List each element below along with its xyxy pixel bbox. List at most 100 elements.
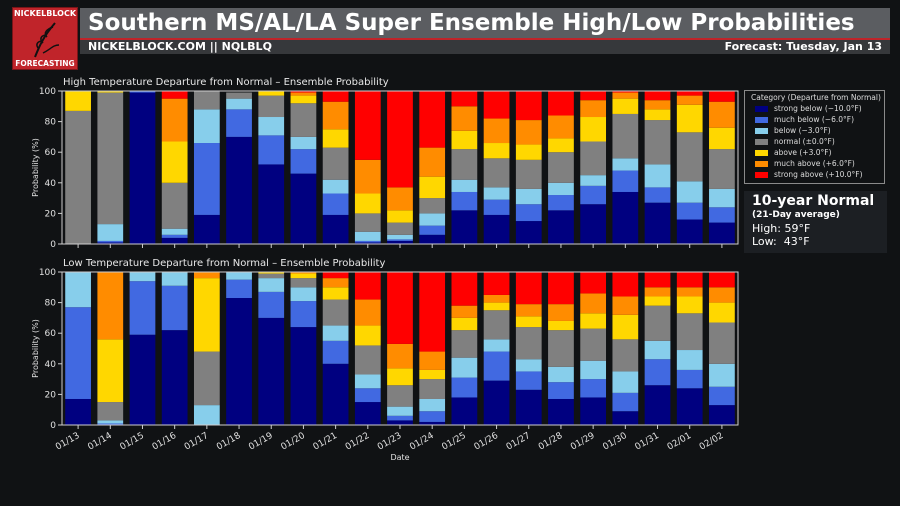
logo-top-text: NICKELBLOCK xyxy=(13,9,77,18)
bar-segment xyxy=(709,302,735,323)
bar-segment xyxy=(387,240,413,244)
bar-segment xyxy=(676,202,703,220)
bar-segment xyxy=(290,103,317,137)
subtitle-bar: NICKELBLOCK.COM || NQLBLQ Forecast: Tues… xyxy=(80,40,890,54)
y-axis-label: Probability (%) xyxy=(31,138,40,197)
x-tick-label: 01/18 xyxy=(215,431,243,453)
bar-segment xyxy=(258,91,285,96)
bar-segment xyxy=(322,91,349,102)
bar-segment xyxy=(515,304,542,317)
bar-segment xyxy=(387,385,413,407)
bar-segment xyxy=(612,91,639,93)
bar-segment xyxy=(676,313,703,351)
bar-segment xyxy=(580,185,607,205)
bar-segment xyxy=(322,272,349,279)
bar-segment xyxy=(709,386,735,406)
legend-label: strong above (+10.0°F) xyxy=(774,170,863,179)
bar-segment xyxy=(258,135,285,165)
bar-segment xyxy=(193,272,220,279)
bar-segment xyxy=(354,402,381,425)
bar-segment xyxy=(161,141,188,183)
bar-segment xyxy=(451,377,478,398)
bar-segment xyxy=(580,360,607,380)
x-tick-label: 01/30 xyxy=(601,431,629,453)
bar-segment xyxy=(193,214,220,244)
bar-segment xyxy=(419,213,446,226)
bar-segment xyxy=(483,351,510,381)
forecast-date: Forecast: Tuesday, Jan 13 xyxy=(724,40,882,53)
bar-segment xyxy=(515,188,542,205)
bar-segment xyxy=(290,95,317,104)
y-tick-label: 0 xyxy=(50,421,56,431)
bar-segment xyxy=(258,291,285,318)
bar-segment xyxy=(387,406,413,416)
legend-swatch xyxy=(755,150,768,156)
bar-segment xyxy=(387,210,413,223)
title-bar: Southern MS/AL/LA Super Ensemble High/Lo… xyxy=(80,8,890,38)
bar-segment xyxy=(129,272,156,282)
bar-segment xyxy=(161,272,188,286)
bar-segment xyxy=(709,127,735,150)
bar-segment xyxy=(644,359,671,386)
bar-segment xyxy=(193,351,220,406)
bar-segment xyxy=(709,272,735,288)
bar-segment xyxy=(644,287,671,297)
normal-low: Low: 43°F xyxy=(752,235,810,248)
bar-segment xyxy=(515,221,542,244)
bar-segment xyxy=(548,330,574,367)
x-tick-label: 01/26 xyxy=(473,431,501,453)
bar-segment xyxy=(258,272,285,274)
bar-segment xyxy=(258,273,285,279)
bar-segment xyxy=(548,382,574,399)
bar-segment xyxy=(483,310,510,340)
bar-segment xyxy=(483,143,510,159)
legend-item: above (+3.0°F) xyxy=(755,148,832,158)
bar-segment xyxy=(676,296,703,314)
bar-segment xyxy=(612,314,639,340)
bar-segment xyxy=(612,158,639,171)
bar-segment xyxy=(515,371,542,390)
bar-segment xyxy=(258,278,285,292)
bar-segment xyxy=(290,278,317,288)
legend-label: much above (+6.0°F) xyxy=(774,159,855,168)
bar-segment xyxy=(580,141,607,176)
x-tick-label: 01/22 xyxy=(344,431,371,453)
bar-segment xyxy=(387,234,413,240)
bar-segment xyxy=(322,363,349,425)
y-tick-label: 0 xyxy=(50,240,56,250)
y-tick-label: 60 xyxy=(45,329,57,339)
bar-segment xyxy=(290,91,317,93)
bar-segment xyxy=(580,272,607,294)
bar-segment xyxy=(548,320,574,331)
bar-segment xyxy=(515,316,542,328)
bar-segment xyxy=(290,272,317,274)
bar-segment xyxy=(65,272,91,308)
bar-segment xyxy=(709,322,735,364)
bar-segment xyxy=(644,120,671,165)
bar-segment xyxy=(354,231,381,241)
bar-segment xyxy=(612,191,639,244)
bar-segment xyxy=(387,368,413,386)
bar-segment xyxy=(709,405,735,425)
legend-swatch xyxy=(755,106,768,112)
bar-segment xyxy=(548,366,574,383)
bar-segment xyxy=(709,222,735,244)
bar-segment xyxy=(129,91,156,93)
bar-segment xyxy=(709,101,735,128)
bar-segment xyxy=(548,304,574,321)
bar-segment xyxy=(483,187,510,200)
bar-segment xyxy=(515,159,542,189)
legend-swatch xyxy=(755,172,768,178)
bar-segment xyxy=(580,293,607,314)
bar-segment xyxy=(387,415,413,421)
legend-label: much below (−6.0°F) xyxy=(774,115,855,124)
y-tick-label: 80 xyxy=(45,118,57,128)
bar-segment xyxy=(419,369,446,380)
bar-segment xyxy=(644,385,671,425)
low-chart-title: Low Temperature Departure from Normal – … xyxy=(63,258,386,269)
bar-segment xyxy=(644,305,671,341)
bar-segment xyxy=(451,210,478,244)
x-tick-label: 01/17 xyxy=(183,431,210,453)
normals-panel: 10-year Normal (21-Day average) High: 59… xyxy=(744,191,887,253)
